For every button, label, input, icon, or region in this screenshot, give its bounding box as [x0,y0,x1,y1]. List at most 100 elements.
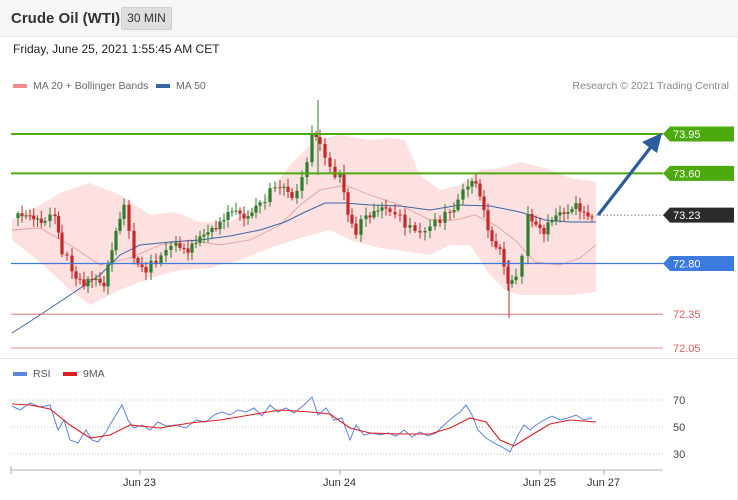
candle-body [582,211,586,213]
level-tag-73.23 [663,207,734,223]
candle-body [305,162,309,178]
candle-body [35,218,40,220]
candle-body [318,136,322,144]
level-tag-73.95 [663,126,734,142]
candle-body [494,241,498,248]
xaxis-label-jun27: Jun 27 [587,477,621,489]
candle-body [226,212,230,221]
candle-body [338,172,342,178]
level-label-73.95: 73.95 [673,129,701,141]
candle-body [530,214,534,222]
xaxis-label-jun24: Jun 24 [323,477,357,489]
candle-body [90,278,94,280]
candle-body [114,230,118,251]
candle-body [202,234,206,237]
candle-body [190,243,194,253]
candle-body [169,245,173,250]
candle-body [502,248,506,267]
candle-body [542,227,546,235]
level-tag-73.60 [663,165,734,181]
rsi-tick-70: 70 [673,395,685,407]
candle-body [48,214,52,221]
candle-body [342,172,346,193]
candle-body [590,216,594,218]
candle-body [118,218,122,231]
candle-body [198,236,202,243]
candle-body [106,264,110,287]
candle-body [74,271,78,279]
ma9-swatch [63,372,77,376]
candle-body [418,230,422,233]
candle-body [456,199,460,211]
candle-body [438,219,442,223]
candle-body [110,250,114,265]
candle-body [570,208,574,213]
candle-body [384,207,388,209]
candle-body [268,188,272,203]
copyright-text: Research © 2021 Trading Central [572,80,729,92]
candle-body [534,221,538,225]
timeframe-button[interactable]: 30 MIN [121,7,172,30]
candle-body [423,230,427,233]
candle-body [136,258,140,265]
candle-body [282,186,286,188]
candle-body [364,215,368,220]
candle-body [295,190,299,199]
candle-body [234,210,238,212]
candle-body [354,223,358,235]
candle-body [174,242,178,246]
candle-body [258,202,262,206]
forecast-arrow-head [642,133,662,153]
xaxis-label-jun23: Jun 23 [123,477,157,489]
candle-body [514,276,518,281]
candle-body [359,219,363,235]
candle-body [102,282,106,287]
candle-body [323,143,327,158]
candle-body [246,216,250,219]
rsi-label: RSI [33,368,51,380]
candle-body [159,255,163,264]
candle-body [20,213,24,217]
candle-body [466,186,470,190]
candle-body [408,225,412,228]
candle-body [346,192,350,215]
legend-rsi: RSI [13,368,51,380]
candle-body [376,210,380,212]
candle-body [127,204,131,231]
candle-body [273,187,277,189]
rsi-line [11,396,593,453]
candle-body [206,232,210,235]
candle-body [210,227,214,233]
candle-body [350,214,354,224]
rsi-9ma-line [11,403,597,447]
level-label-72.80: 72.80 [673,259,701,271]
candle-body [214,227,218,230]
candle-body [238,210,242,214]
candle-body [32,215,36,220]
candle-body [154,260,158,264]
candle-body [286,186,290,192]
candle-body [510,280,514,284]
candle-body [218,221,222,230]
candle-body [56,216,61,233]
level-label-72.05: 72.05 [673,343,701,355]
candle-body [538,224,542,228]
legend-ma50: MA 50 [156,80,206,92]
candle-body [186,248,190,253]
legend-ma20: MA 20 + Bollinger Bands [13,80,148,92]
rsi-tick-50: 50 [673,422,685,434]
chart-header: Crude Oil (WTI) 30 MIN [0,0,738,37]
candle-body [194,242,198,244]
candle-body [478,183,482,197]
candle-body [448,211,452,213]
candle-body [24,215,28,217]
candle-body [60,232,64,255]
candle-body [413,225,417,231]
candle-body [333,166,337,178]
candle-body [290,191,294,199]
candle-body [230,211,234,213]
candle-body [53,214,57,217]
candle-body [43,220,47,223]
candle-body [498,247,502,249]
candle-body [82,279,86,287]
